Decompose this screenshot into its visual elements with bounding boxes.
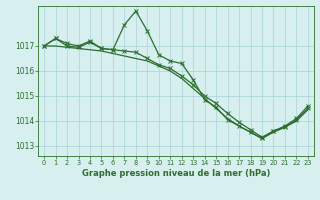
X-axis label: Graphe pression niveau de la mer (hPa): Graphe pression niveau de la mer (hPa): [82, 169, 270, 178]
